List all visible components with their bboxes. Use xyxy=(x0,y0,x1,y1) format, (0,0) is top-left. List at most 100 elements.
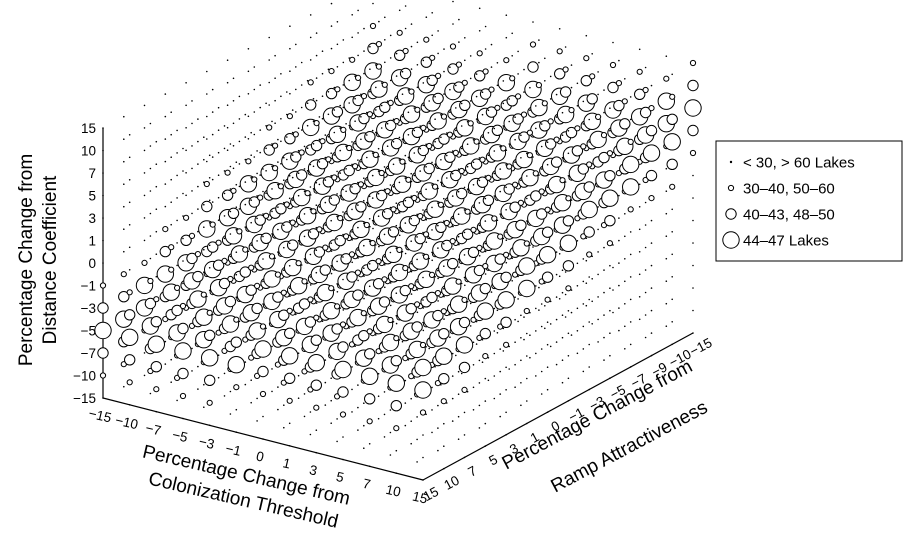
bubble-point xyxy=(555,273,558,276)
bubble-point xyxy=(191,122,193,125)
bubble-point xyxy=(277,228,279,231)
bubble-point xyxy=(603,269,605,271)
bubble-point xyxy=(333,86,336,89)
bubble-point xyxy=(500,145,507,152)
bubble-point xyxy=(149,235,152,237)
bubble-point xyxy=(262,303,264,305)
bubble-point xyxy=(410,293,413,295)
bubble-point xyxy=(383,233,386,236)
bubble-point xyxy=(508,98,511,100)
bubble-point xyxy=(295,43,297,46)
bubble-point xyxy=(368,308,371,310)
bubble-point xyxy=(306,169,309,172)
bubble-point xyxy=(629,253,632,256)
bubble-layer xyxy=(94,0,702,481)
bubble-point xyxy=(443,242,445,245)
bubble-point xyxy=(475,343,478,345)
bubble-point xyxy=(532,170,539,177)
bubble-point xyxy=(248,196,261,208)
bubble-point xyxy=(204,329,216,341)
bubble-point xyxy=(562,66,569,73)
bubble-point xyxy=(561,111,564,114)
bubble-point xyxy=(369,240,376,247)
bubble-point xyxy=(603,111,605,114)
bubble-point xyxy=(315,181,318,184)
bubble-point xyxy=(491,124,504,137)
bubble-point xyxy=(629,231,632,233)
bubble-point xyxy=(295,66,297,68)
bubble-point xyxy=(389,409,392,411)
bubble-point xyxy=(336,260,338,263)
bubble-point xyxy=(419,192,422,195)
bubble-point xyxy=(476,50,483,57)
bubble-point xyxy=(482,194,495,207)
bubble-point xyxy=(303,235,306,238)
bubble-point xyxy=(644,201,647,204)
bubble-point xyxy=(102,239,104,242)
bubble-point xyxy=(389,57,392,59)
bubble-point xyxy=(588,366,590,368)
bubble-point xyxy=(460,147,463,150)
bubble-point xyxy=(381,208,394,220)
bubble-point xyxy=(514,116,516,118)
bubble-point xyxy=(576,307,579,310)
bubble-point xyxy=(564,293,567,296)
bubble-point xyxy=(256,262,258,265)
bubble-point xyxy=(336,418,338,420)
bubble-point xyxy=(309,186,312,188)
bubble-point xyxy=(328,194,340,206)
bubble-point xyxy=(597,93,599,96)
bubble-point xyxy=(336,170,338,173)
bubble-point xyxy=(262,415,264,418)
bubble-point xyxy=(463,276,466,279)
bubble-point xyxy=(589,73,596,80)
bubble-point xyxy=(123,228,125,230)
bubble-point xyxy=(351,366,353,368)
bubble-point xyxy=(351,388,353,391)
bubble-point xyxy=(499,145,502,148)
bubble-point xyxy=(401,138,404,140)
bubble-point xyxy=(464,59,466,62)
bubble-point xyxy=(291,176,294,179)
bubble-point xyxy=(280,163,282,165)
bubble-point xyxy=(395,52,398,55)
bubble-point xyxy=(671,343,673,346)
bubble-point xyxy=(416,236,418,238)
bubble-point xyxy=(191,145,193,147)
bubble-point xyxy=(411,321,423,333)
bubble-point xyxy=(627,138,634,145)
bubble-point xyxy=(414,381,432,399)
bubble-point xyxy=(541,271,554,283)
bubble-point xyxy=(333,131,336,134)
bubble-point xyxy=(544,57,546,60)
bubble-point xyxy=(478,7,481,10)
bubble-point xyxy=(609,332,611,335)
bubble-point xyxy=(319,138,326,145)
bubble-point xyxy=(94,321,112,340)
bubble-point xyxy=(451,172,454,175)
bubble-point xyxy=(431,161,433,164)
bubble-point xyxy=(357,181,359,184)
bubble-point xyxy=(171,304,183,317)
bubble-point xyxy=(334,303,341,310)
bubble-point xyxy=(229,390,232,393)
bubble-point xyxy=(318,183,321,186)
bubble-point xyxy=(416,416,418,418)
bubble-point xyxy=(203,226,205,228)
bubble-point xyxy=(671,298,673,301)
bubble-point xyxy=(540,370,543,373)
bubble-point xyxy=(229,413,232,415)
bubble-point xyxy=(520,382,522,384)
bubble-point xyxy=(422,104,425,107)
bubble-point xyxy=(288,175,291,177)
bubble-point xyxy=(381,276,388,283)
bubble-point xyxy=(393,425,400,432)
bubble-point xyxy=(443,467,445,470)
bubble-point xyxy=(514,318,516,321)
bubble-point xyxy=(558,298,561,300)
bubble-point xyxy=(457,370,460,373)
bubble-point xyxy=(413,129,416,132)
bubble-point xyxy=(567,152,570,155)
y-tick-label: −7 xyxy=(628,371,649,391)
bubble-point xyxy=(422,479,424,481)
